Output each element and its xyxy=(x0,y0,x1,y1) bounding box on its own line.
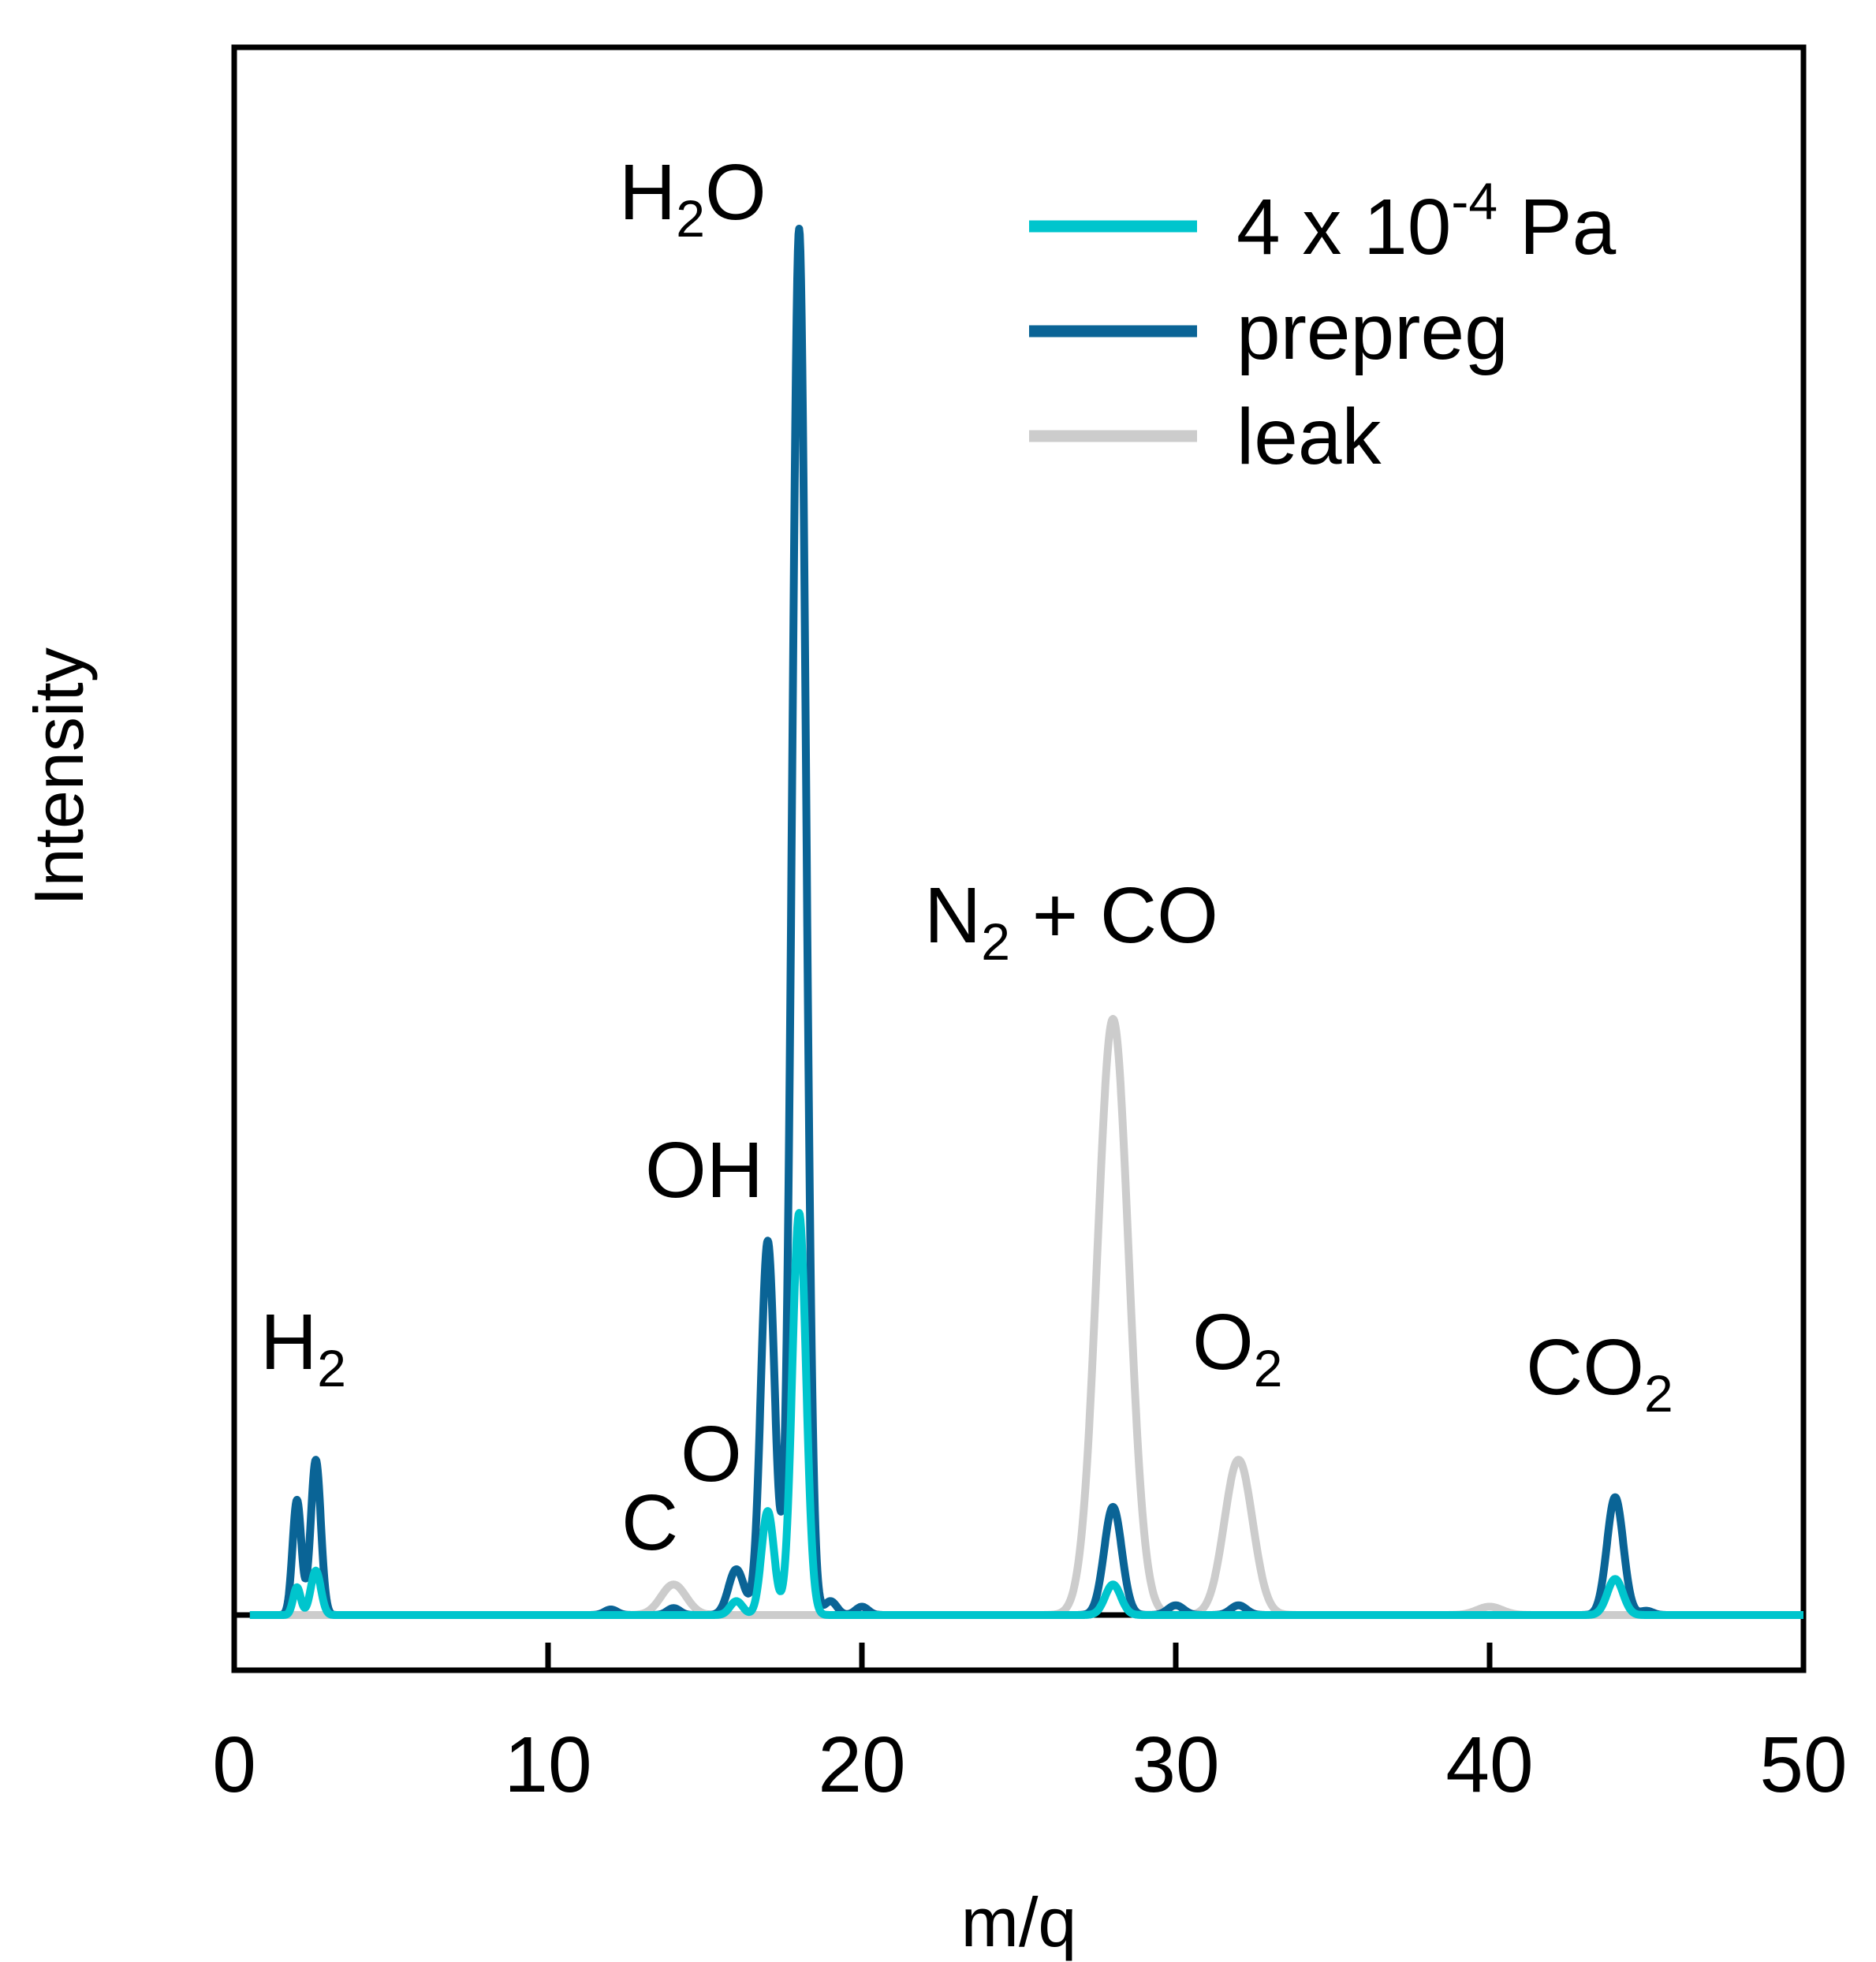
annotation-h2o: H2O xyxy=(619,148,766,248)
plot-frame xyxy=(231,44,1807,1673)
annotation-co-c: C xyxy=(621,1479,678,1567)
x-tick-label: 30 xyxy=(1132,1721,1219,1809)
x-tick-label: 50 xyxy=(1759,1721,1847,1809)
legend-label-prepreg: prepreg xyxy=(1236,288,1509,376)
x-tick-label: 0 xyxy=(212,1721,256,1809)
legend: 4 x 10-4 Pa prepreg leak xyxy=(1029,172,1617,481)
series-line-leak xyxy=(246,1015,1807,1619)
x-axis-ticks: 0 10 20 30 40 50 xyxy=(212,1643,1848,1809)
y-axis-label: Intensity xyxy=(20,647,98,906)
legend-label-pressure: 4 x 10-4 Pa xyxy=(1236,172,1617,271)
series-layer xyxy=(246,225,1807,1619)
x-tick-label: 10 xyxy=(504,1721,591,1809)
annotation-oh: OH xyxy=(645,1126,763,1214)
series-line-4-x-10-4-pa xyxy=(246,1209,1807,1619)
annotation-o2: O2 xyxy=(1192,1298,1283,1397)
annotation-co-o: O xyxy=(681,1410,742,1498)
annotation-co2: CO2 xyxy=(1526,1323,1673,1423)
legend-label-leak: leak xyxy=(1236,393,1382,481)
annotation-n2-co: N2 + CO xyxy=(924,871,1218,971)
x-axis-label: m/q xyxy=(961,1883,1077,1961)
annotation-h2: H2 xyxy=(260,1298,346,1397)
x-tick-label: 20 xyxy=(818,1721,905,1809)
x-tick-label: 40 xyxy=(1445,1721,1533,1809)
